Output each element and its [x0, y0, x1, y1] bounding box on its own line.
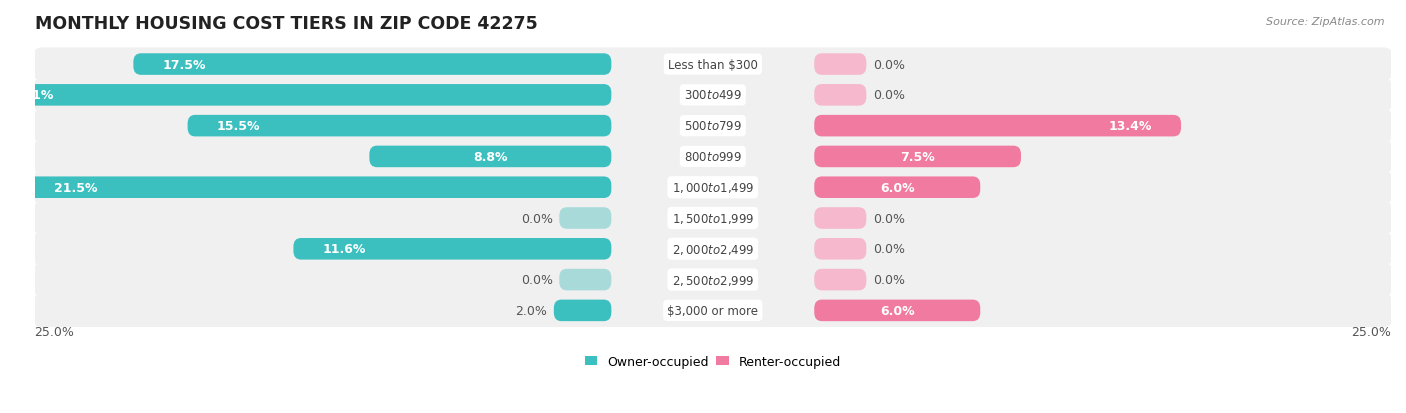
Text: 0.0%: 0.0% — [873, 89, 905, 102]
Text: 0.0%: 0.0% — [873, 243, 905, 256]
Text: $1,500 to $1,999: $1,500 to $1,999 — [672, 211, 754, 225]
Text: $1,000 to $1,499: $1,000 to $1,499 — [672, 181, 754, 195]
Text: 0.0%: 0.0% — [520, 212, 553, 225]
FancyBboxPatch shape — [814, 208, 866, 229]
FancyBboxPatch shape — [560, 208, 612, 229]
FancyBboxPatch shape — [814, 238, 866, 260]
Text: 6.0%: 6.0% — [880, 304, 914, 317]
Text: 0.0%: 0.0% — [873, 212, 905, 225]
FancyBboxPatch shape — [294, 238, 612, 260]
Text: 0.0%: 0.0% — [520, 273, 553, 286]
Text: Less than $300: Less than $300 — [668, 58, 758, 71]
FancyBboxPatch shape — [32, 140, 1393, 173]
Text: 13.4%: 13.4% — [1109, 120, 1153, 133]
Text: $300 to $499: $300 to $499 — [683, 89, 742, 102]
FancyBboxPatch shape — [814, 300, 980, 321]
FancyBboxPatch shape — [814, 54, 866, 76]
FancyBboxPatch shape — [814, 146, 1021, 168]
Text: 17.5%: 17.5% — [162, 58, 205, 71]
Text: 25.0%: 25.0% — [35, 325, 75, 338]
FancyBboxPatch shape — [32, 233, 1393, 266]
Text: $2,000 to $2,499: $2,000 to $2,499 — [672, 242, 754, 256]
Text: 8.8%: 8.8% — [472, 151, 508, 164]
Text: 0.0%: 0.0% — [873, 273, 905, 286]
Text: 2.0%: 2.0% — [516, 304, 547, 317]
Text: 15.5%: 15.5% — [217, 120, 260, 133]
FancyBboxPatch shape — [814, 177, 980, 199]
Text: 0.0%: 0.0% — [873, 58, 905, 71]
FancyBboxPatch shape — [560, 269, 612, 291]
FancyBboxPatch shape — [814, 269, 866, 291]
Text: 23.1%: 23.1% — [10, 89, 53, 102]
Text: 7.5%: 7.5% — [900, 151, 935, 164]
Text: 11.6%: 11.6% — [322, 243, 366, 256]
Text: $3,000 or more: $3,000 or more — [668, 304, 758, 317]
FancyBboxPatch shape — [187, 116, 612, 137]
Text: 6.0%: 6.0% — [880, 181, 914, 194]
FancyBboxPatch shape — [814, 116, 1181, 137]
FancyBboxPatch shape — [32, 171, 1393, 204]
Legend: Owner-occupied, Renter-occupied: Owner-occupied, Renter-occupied — [579, 350, 846, 373]
FancyBboxPatch shape — [32, 263, 1393, 297]
FancyBboxPatch shape — [25, 177, 612, 199]
Text: 25.0%: 25.0% — [1351, 325, 1391, 338]
FancyBboxPatch shape — [0, 85, 612, 107]
FancyBboxPatch shape — [32, 294, 1393, 327]
FancyBboxPatch shape — [814, 85, 866, 107]
FancyBboxPatch shape — [32, 110, 1393, 143]
FancyBboxPatch shape — [554, 300, 612, 321]
FancyBboxPatch shape — [32, 202, 1393, 235]
FancyBboxPatch shape — [134, 54, 612, 76]
Text: 21.5%: 21.5% — [53, 181, 97, 194]
Text: MONTHLY HOUSING COST TIERS IN ZIP CODE 42275: MONTHLY HOUSING COST TIERS IN ZIP CODE 4… — [35, 15, 537, 33]
FancyBboxPatch shape — [370, 146, 612, 168]
FancyBboxPatch shape — [32, 79, 1393, 112]
Text: $800 to $999: $800 to $999 — [683, 151, 742, 164]
FancyBboxPatch shape — [32, 48, 1393, 81]
Text: $2,500 to $2,999: $2,500 to $2,999 — [672, 273, 754, 287]
Text: Source: ZipAtlas.com: Source: ZipAtlas.com — [1267, 17, 1385, 26]
Text: $500 to $799: $500 to $799 — [683, 120, 742, 133]
